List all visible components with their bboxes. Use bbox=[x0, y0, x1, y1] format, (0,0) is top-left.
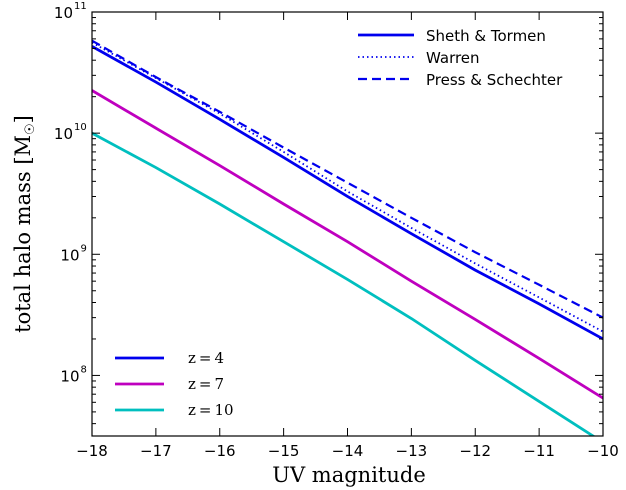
legend-label-sheth-tormen: Sheth & Tormen bbox=[426, 27, 546, 45]
x-tick-label: −17 bbox=[140, 442, 172, 460]
x-tick-label: −16 bbox=[204, 442, 236, 460]
ticks-layer bbox=[91, 11, 604, 436]
y-tick-label: 10 11 bbox=[54, 1, 87, 22]
series-line-z4-dotted bbox=[92, 41, 603, 333]
y-tick-exponent: 11 bbox=[74, 1, 87, 12]
y-tick-exponent: 10 bbox=[74, 122, 87, 133]
legend-label-z4: z = 4 bbox=[188, 349, 224, 367]
legend-label-z7: z = 7 bbox=[188, 375, 224, 393]
y-tick-label: 10 10 bbox=[54, 122, 87, 143]
y-tick-base: 10 bbox=[54, 4, 73, 22]
y-tick-exponent: 8 bbox=[81, 364, 87, 375]
y-tick-label: 10 8 bbox=[60, 364, 86, 385]
x-tick-label: −10 bbox=[587, 442, 619, 460]
series-layer bbox=[92, 39, 603, 436]
x-tick-label: −13 bbox=[396, 442, 428, 460]
legend-label-z10: z = 10 bbox=[188, 401, 234, 419]
x-tick-label: −18 bbox=[76, 442, 108, 460]
x-tick-label: −14 bbox=[332, 442, 364, 460]
x-tick-labels: −18 −17 −16 −15 −14 −13 −12 −11 −10 bbox=[76, 442, 619, 460]
y-tick-base: 10 bbox=[60, 246, 79, 264]
method-legend: Sheth & Tormen Warren Press & Schechter bbox=[358, 27, 563, 89]
y-tick-base: 10 bbox=[60, 367, 79, 385]
y-axis-label-close: ] bbox=[11, 115, 35, 123]
x-tick-label: −12 bbox=[459, 442, 491, 460]
legend-label-warren: Warren bbox=[426, 49, 480, 67]
series-line-z7 bbox=[92, 89, 603, 400]
y-tick-label: 10 9 bbox=[60, 243, 86, 264]
x-axis-label: UV magnitude bbox=[272, 463, 426, 487]
y-axis-label-sub: ☉ bbox=[23, 123, 38, 135]
x-tick-label: −15 bbox=[268, 442, 300, 460]
series-line-z10 bbox=[92, 131, 596, 436]
y-tick-exponent: 9 bbox=[81, 243, 87, 254]
x-tick-label: −11 bbox=[523, 442, 555, 460]
legend-label-press-schechter: Press & Schechter bbox=[426, 71, 563, 89]
redshift-legend: z = 4 z = 7 z = 10 bbox=[115, 349, 234, 419]
series-line-z4-solid bbox=[92, 45, 603, 341]
y-tick-base: 10 bbox=[54, 125, 73, 143]
y-axis-label: total halo mass [M☉] bbox=[11, 115, 38, 333]
